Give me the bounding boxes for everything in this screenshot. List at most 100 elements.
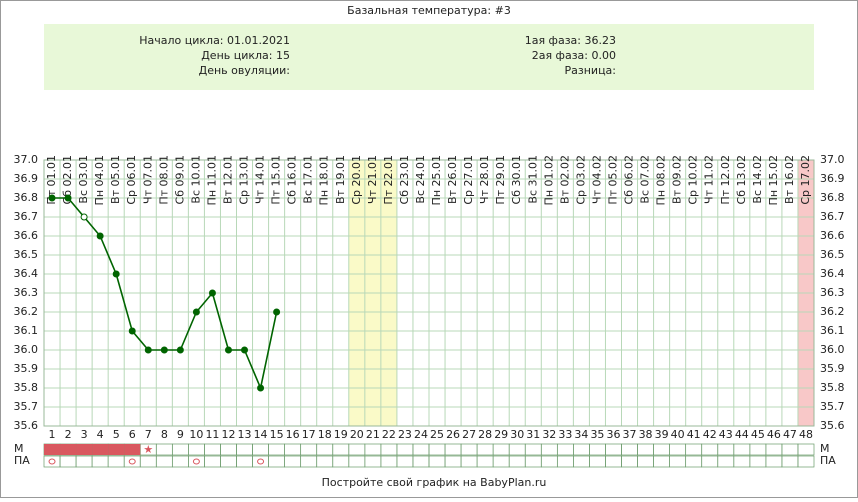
y-tick-label: 37.0 — [820, 153, 845, 166]
y-tick-label: 36.3 — [820, 286, 845, 299]
day-number: 44 — [735, 428, 749, 441]
day-number: 21 — [366, 428, 380, 441]
x-tick-label: Ср 27.01 — [462, 155, 475, 205]
y-tick-label: 36.1 — [820, 324, 845, 337]
point — [160, 346, 168, 354]
x-tick-label: Вт 09.02 — [671, 155, 684, 204]
day-number: 22 — [382, 428, 396, 441]
x-tick-label: Чт 11.02 — [703, 155, 716, 204]
x-tick-label: Ср 13.01 — [238, 155, 251, 205]
x-tick-label: Пт 08.01 — [157, 155, 170, 205]
pa-mark — [192, 458, 200, 465]
day-number: 28 — [478, 428, 492, 441]
x-tick-label: Ср 03.02 — [574, 155, 587, 205]
y-tick-label: 35.8 — [14, 381, 39, 394]
m-mark — [92, 444, 109, 455]
day-number: 46 — [767, 428, 781, 441]
x-tick-label: Пт 15.01 — [270, 155, 283, 205]
day-number: 25 — [430, 428, 444, 441]
point — [208, 289, 216, 297]
point — [96, 232, 104, 240]
day-number: 36 — [606, 428, 620, 441]
day-number: 31 — [526, 428, 540, 441]
x-tick-label: Пт 22.01 — [382, 155, 395, 205]
x-tick-label: Ср 06.01 — [125, 155, 138, 205]
x-tick-label: Пт 29.01 — [494, 155, 507, 205]
pa-mark — [48, 458, 56, 465]
y-tick-label: 36.0 — [14, 343, 39, 356]
y-tick-label: 36.6 — [820, 229, 845, 242]
x-tick-label: Пт 05.02 — [606, 155, 619, 205]
m-mark — [124, 444, 141, 455]
row-label: ПА — [820, 454, 836, 467]
info: День цикла: 15 — [201, 49, 290, 62]
x-tick-label: Вт 02.02 — [558, 155, 571, 204]
x-tick-label: Сб 23.01 — [398, 155, 411, 204]
x-tick-label: Пн 04.01 — [93, 155, 106, 205]
day-number: 39 — [655, 428, 669, 441]
y-tick-label: 36.9 — [820, 172, 845, 185]
day-number: 24 — [414, 428, 428, 441]
day-number: 30 — [510, 428, 524, 441]
day-number: 15 — [270, 428, 284, 441]
y-tick-label: 36.5 — [14, 248, 39, 261]
x-tick-label: Чт 14.01 — [254, 155, 267, 204]
day-number: 35 — [590, 428, 604, 441]
day-number: 9 — [177, 428, 184, 441]
day-number: 26 — [446, 428, 460, 441]
m-mark — [44, 444, 61, 455]
pa-mark — [257, 458, 265, 465]
footer: Постройте свой график на BabyPlan.ru — [322, 476, 547, 489]
point — [224, 346, 232, 354]
y-tick-label: 36.9 — [14, 172, 39, 185]
day-number: 5 — [113, 428, 120, 441]
day-number: 8 — [161, 428, 168, 441]
pa-mark — [128, 458, 136, 465]
x-tick-label: Пн 11.01 — [205, 155, 218, 205]
x-tick-label: Сб 02.01 — [61, 155, 74, 204]
row-cell — [797, 443, 815, 456]
x-tick-label: Вс 14.02 — [751, 155, 764, 204]
day-number: 27 — [462, 428, 476, 441]
day-number: 18 — [318, 428, 332, 441]
day-number: 42 — [703, 428, 717, 441]
day-number: 32 — [542, 428, 556, 441]
x-tick-label: Чт 04.02 — [590, 155, 603, 204]
y-tick-label: 36.8 — [14, 191, 39, 204]
y-tick-label: 35.7 — [14, 400, 39, 413]
y-tick-label: 36.3 — [14, 286, 39, 299]
x-tick-label: Сб 06.02 — [623, 155, 636, 204]
day-number: 19 — [334, 428, 348, 441]
y-tick-label: 37.0 — [14, 153, 39, 166]
day-number: 11 — [205, 428, 219, 441]
x-tick-label: Пн 15.02 — [767, 155, 780, 205]
y-tick-label: 35.9 — [820, 362, 845, 375]
x-tick-label: Вс 03.01 — [77, 155, 90, 204]
info: 2ая фаза: 0.00 — [532, 49, 616, 62]
y-tick-label: 35.6 — [820, 419, 845, 432]
x-tick-label: Пн 18.01 — [318, 155, 331, 205]
y-tick-label: 36.2 — [14, 305, 39, 318]
day-number: 37 — [623, 428, 637, 441]
x-tick-label: Сб 16.01 — [286, 155, 299, 204]
info: 1ая фаза: 36.23 — [525, 34, 616, 47]
y-tick-label: 36.6 — [14, 229, 39, 242]
day-number: 34 — [574, 428, 588, 441]
point — [192, 308, 200, 316]
chart-title: Базальная температура: #3 — [347, 4, 511, 17]
point — [257, 384, 265, 392]
x-tick-label: Вт 19.01 — [334, 155, 347, 204]
day-number: 13 — [238, 428, 252, 441]
x-tick-label: Вс 31.01 — [526, 155, 539, 204]
point — [64, 194, 72, 202]
y-tick-label: 36.4 — [820, 267, 845, 280]
y-tick-label: 36.7 — [14, 210, 39, 223]
day-number: 29 — [494, 428, 508, 441]
point — [112, 270, 120, 278]
day-number: 45 — [751, 428, 765, 441]
m-mark — [60, 444, 77, 455]
x-tick-label: Вс 10.01 — [189, 155, 202, 204]
x-tick-label: Чт 28.01 — [478, 155, 491, 204]
day-number: 12 — [221, 428, 235, 441]
